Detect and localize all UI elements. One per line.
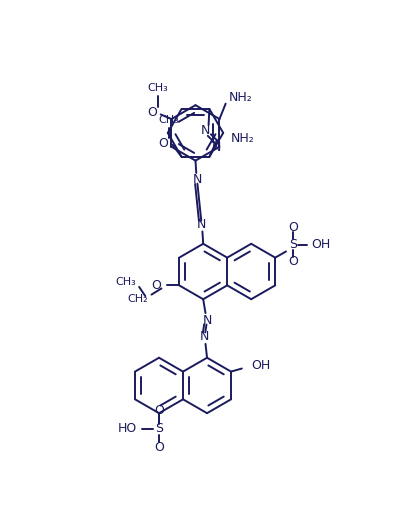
Text: NH₂: NH₂ [231, 132, 255, 145]
Text: S: S [289, 238, 297, 251]
Text: O: O [154, 404, 164, 417]
Text: N: N [202, 314, 212, 328]
Text: CH₃: CH₃ [158, 115, 179, 125]
Text: N: N [212, 141, 221, 154]
Text: NH₂: NH₂ [229, 91, 253, 104]
Text: N: N [200, 330, 209, 343]
Text: O: O [148, 107, 158, 119]
Text: O: O [154, 440, 164, 454]
Text: N: N [192, 173, 202, 187]
Text: S: S [155, 422, 163, 435]
Text: N: N [197, 218, 206, 231]
Text: O: O [288, 221, 298, 234]
Text: N: N [201, 124, 210, 137]
Text: O: O [151, 279, 161, 292]
Text: OH: OH [251, 359, 270, 372]
Text: HO: HO [118, 422, 137, 435]
Text: CH₂: CH₂ [128, 294, 149, 304]
Text: O: O [288, 255, 298, 268]
Text: CH₃: CH₃ [115, 277, 136, 287]
Text: CH₃: CH₃ [147, 83, 168, 93]
Text: O: O [158, 137, 168, 151]
Text: OH: OH [312, 238, 331, 251]
